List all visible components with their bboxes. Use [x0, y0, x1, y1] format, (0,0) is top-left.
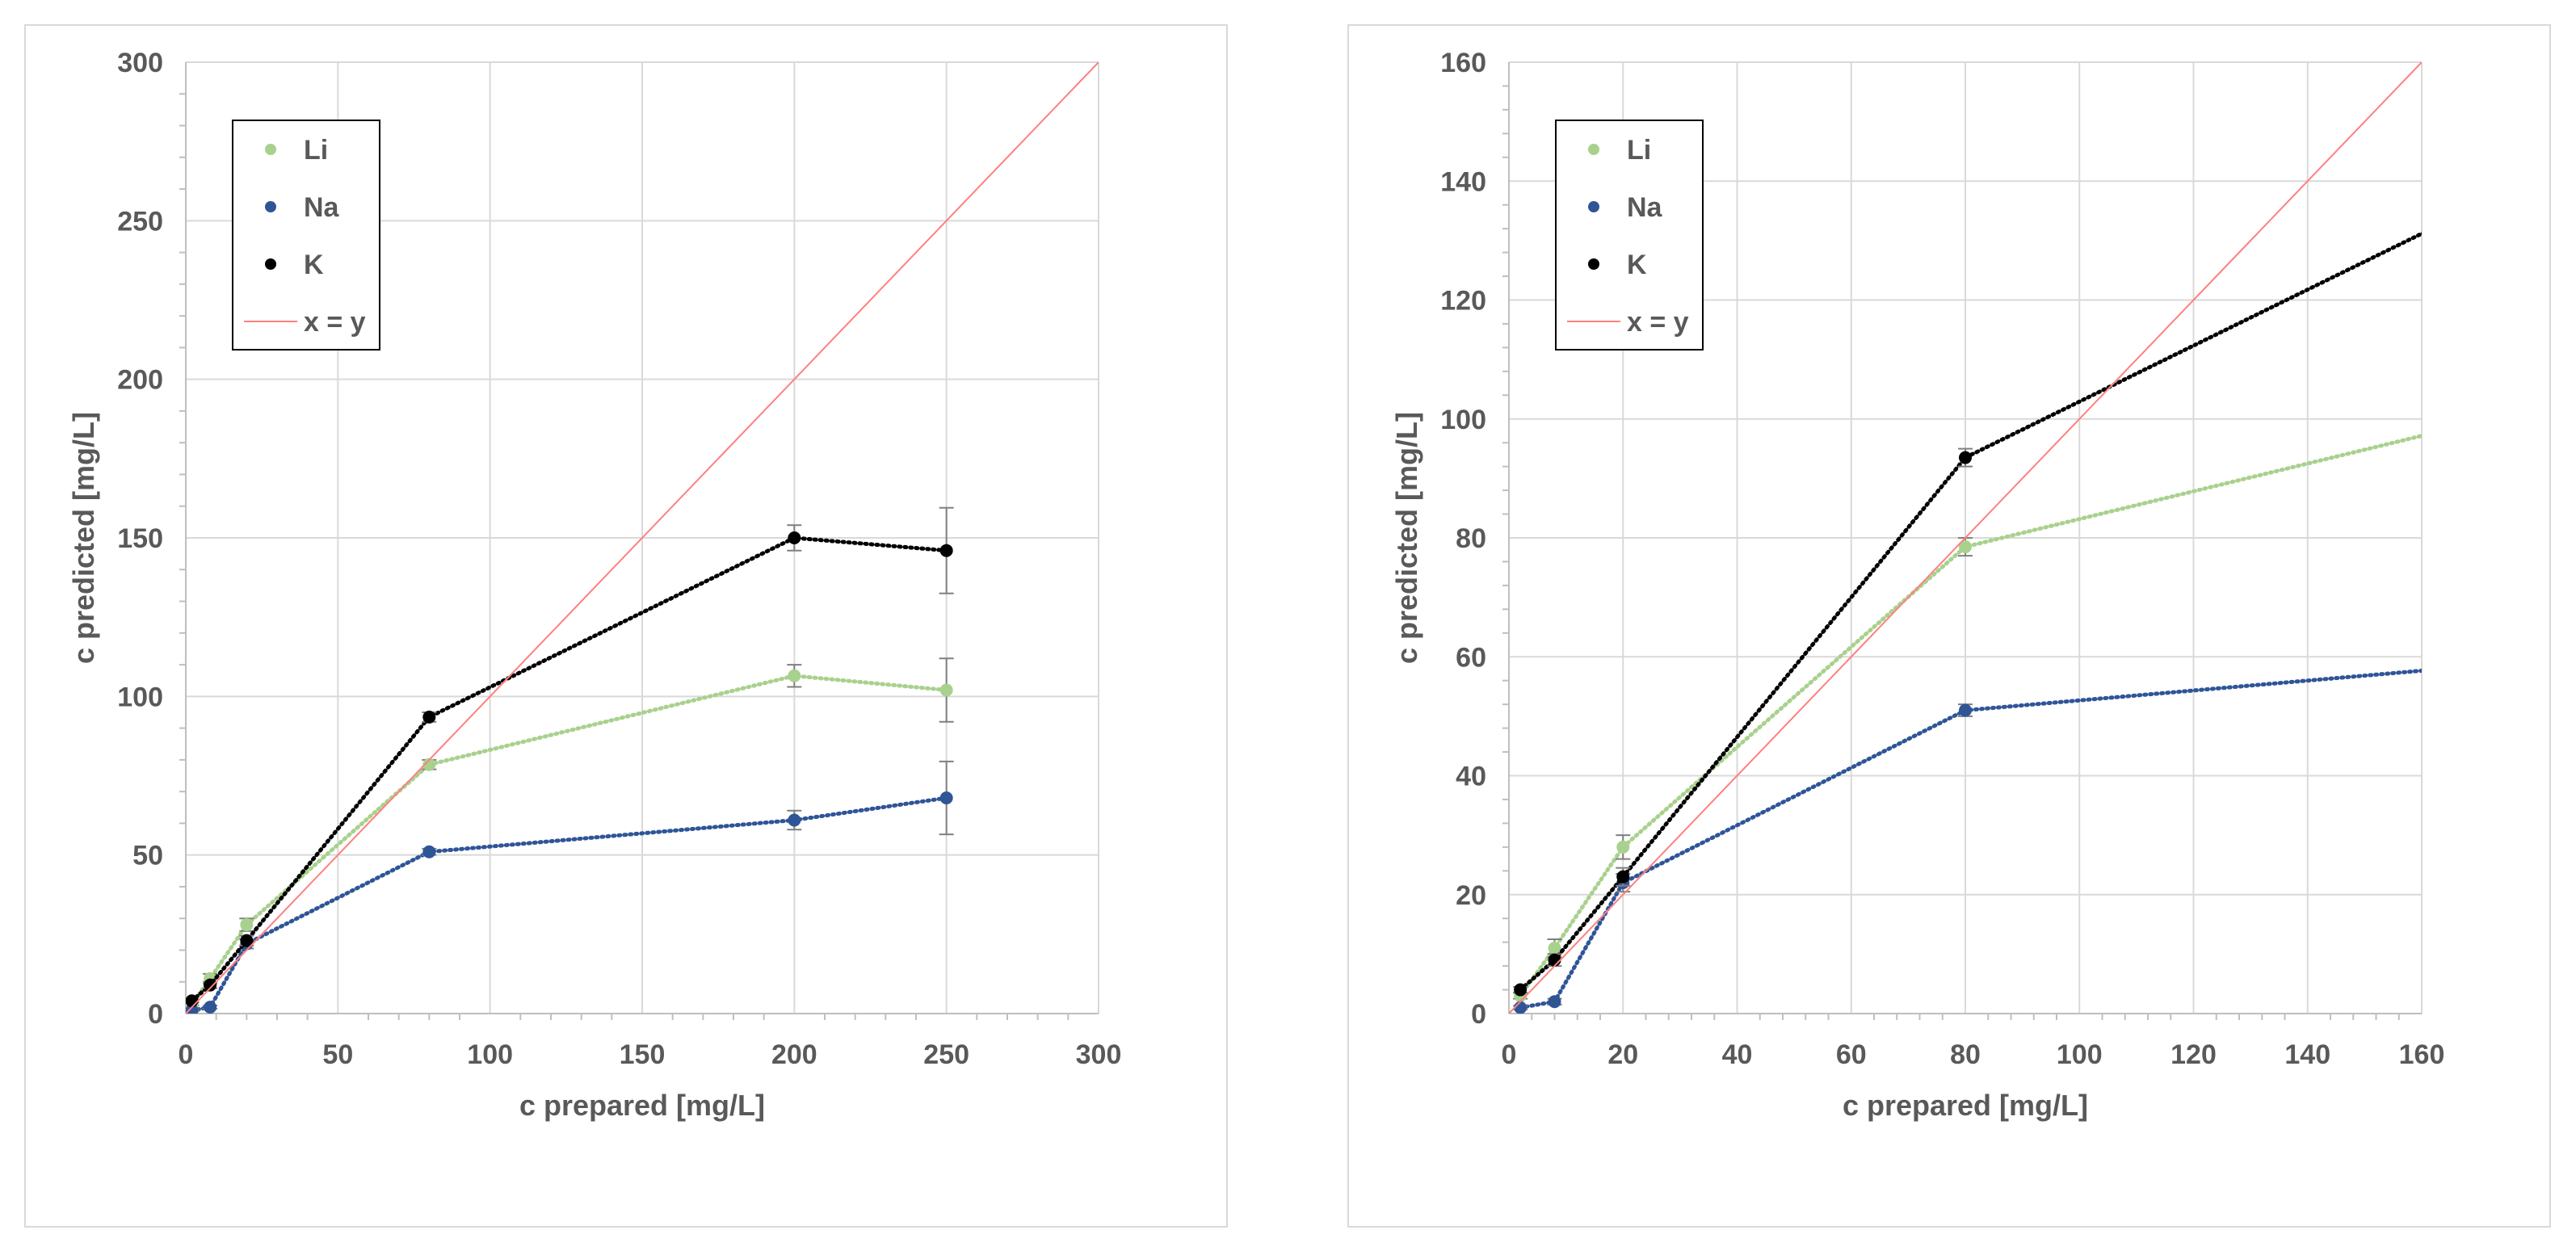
chart-panel-left: 0 50 100 150 200 250 300 0 50 100 150 200 250 300 c pr… — [24, 24, 1228, 1228]
data-point-na — [1548, 995, 1561, 1009]
y-tick-label: 0 — [148, 999, 163, 1030]
data-point-li — [788, 669, 801, 682]
legend-label-li: Li — [304, 135, 328, 166]
data-point-na — [1959, 703, 1972, 717]
x-tick-label: 20 — [1607, 1039, 1638, 1070]
data-point-li — [1548, 942, 1561, 955]
series-line-na — [190, 796, 949, 1013]
x-tick-label: 300 — [1076, 1039, 1122, 1070]
data-point-li — [1616, 840, 1630, 854]
y-tick-label: 100 — [117, 682, 163, 712]
x-tick-label: 80 — [1950, 1039, 1981, 1070]
legend-box — [1555, 120, 1704, 351]
series-line-k — [190, 535, 949, 1003]
data-point-k — [788, 531, 801, 544]
data-point-li — [240, 918, 254, 932]
series-group — [186, 62, 1099, 1014]
y-tick-label: 20 — [1456, 880, 1486, 911]
series-line-na — [1518, 668, 2422, 1010]
data-point-k — [240, 934, 254, 947]
legend-label-x-y: x = y — [304, 307, 366, 338]
data-point-na — [422, 845, 436, 858]
x-tick-label: 250 — [923, 1039, 969, 1070]
series-line-li — [1518, 434, 2422, 998]
y-tick-label: 250 — [117, 206, 163, 237]
data-point-li — [939, 683, 953, 697]
y-tick-label: 300 — [117, 48, 163, 78]
data-point-li — [1959, 540, 1972, 554]
legend-marker-k — [265, 258, 276, 270]
y-axis-title: c predicted [mg/L] — [1390, 412, 1423, 664]
y-tick-label: 140 — [1440, 166, 1486, 197]
x-tick-label: 100 — [2057, 1039, 2103, 1070]
data-point-k — [186, 994, 199, 1008]
legend-label-li: Li — [1627, 135, 1651, 166]
x-tick-label: 0 — [1502, 1039, 1517, 1070]
y-tick-label: 160 — [1440, 48, 1486, 78]
series-group — [1509, 62, 2422, 1014]
x-axis-title: c prepared [mg/L] — [519, 1089, 765, 1122]
data-point-na — [204, 1001, 217, 1014]
legend-label-k: K — [1627, 250, 1647, 280]
data-point-na — [788, 813, 801, 827]
chart-right: 0 20 40 60 80 100 120 140 160 0 20 40 60 80 100 120 140 1… — [1390, 48, 2445, 1122]
x-tick-label: 160 — [2399, 1039, 2445, 1070]
data-point-na — [939, 791, 953, 804]
y-tick-label: 80 — [1456, 523, 1486, 554]
chart-left: 0 50 100 150 200 250 300 0 50 100 150 200 250 300 c pr… — [67, 48, 1122, 1122]
data-point-k — [422, 710, 436, 724]
y-tick-label: 0 — [1471, 999, 1486, 1030]
y-tick-label: 120 — [1440, 286, 1486, 317]
y-tick-label: 40 — [1456, 762, 1486, 792]
x-tick-label: 100 — [467, 1039, 513, 1070]
y-tick-label: 60 — [1456, 642, 1486, 673]
legend-label-na: Na — [1627, 192, 1663, 223]
legend: Li Na Kx = y — [232, 120, 380, 351]
x-tick-label: 120 — [2170, 1039, 2217, 1070]
legend-marker-k — [1588, 258, 1599, 270]
x-tick-label: 40 — [1722, 1039, 1753, 1070]
legend-label-x-y: x = y — [1627, 307, 1689, 338]
data-point-k — [939, 544, 953, 557]
y-tick-label: 150 — [117, 523, 163, 554]
series-line-x-y — [1509, 62, 2422, 1014]
y-tick-label: 50 — [132, 841, 163, 871]
series-line-x-y — [186, 62, 1099, 1014]
legend-marker-li — [1588, 144, 1599, 155]
legend-label-na: Na — [304, 192, 340, 223]
data-point-k — [1616, 870, 1630, 884]
x-tick-label: 150 — [620, 1039, 666, 1070]
legend-box — [232, 120, 380, 351]
x-axis-title: c prepared [mg/L] — [1843, 1089, 2088, 1122]
data-point-k — [1514, 983, 1528, 997]
y-tick-label: 100 — [1440, 405, 1486, 435]
data-point-li — [422, 758, 436, 771]
data-point-k — [1548, 953, 1561, 967]
legend: Li Na Kx = y — [1555, 120, 1704, 351]
y-axis-title: c predicted [mg/L] — [67, 412, 100, 664]
data-point-k — [1959, 451, 1972, 464]
x-tick-label: 0 — [179, 1039, 194, 1070]
legend-marker-li — [265, 144, 276, 155]
legend-marker-na — [1588, 201, 1599, 212]
x-tick-label: 140 — [2284, 1039, 2330, 1070]
x-tick-label: 200 — [771, 1039, 817, 1070]
y-tick-label: 200 — [117, 365, 163, 396]
chart-panel-right: 0 20 40 60 80 100 120 140 160 0 20 40 60 80 100 120 140 1… — [1347, 24, 2551, 1228]
x-tick-label: 60 — [1836, 1039, 1867, 1070]
legend-label-k: K — [304, 250, 324, 280]
x-tick-label: 50 — [322, 1039, 353, 1070]
data-point-na — [1514, 1001, 1528, 1014]
legend-marker-na — [265, 201, 276, 212]
data-point-k — [204, 978, 217, 992]
